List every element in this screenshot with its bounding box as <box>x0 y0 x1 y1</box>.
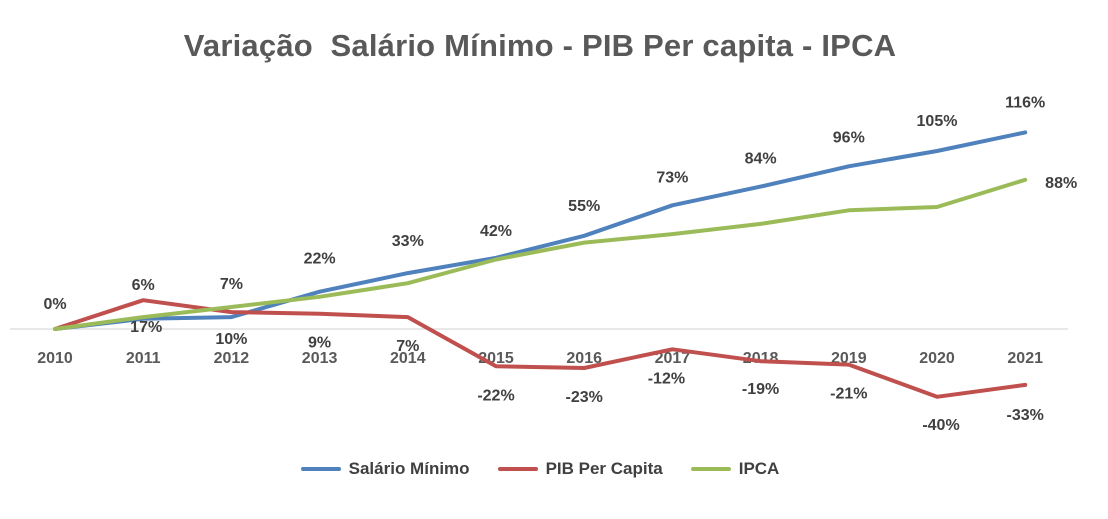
x-tick-label: 2017 <box>655 350 691 367</box>
data-label: 7% <box>396 338 419 355</box>
x-tick-label: 2016 <box>566 350 602 367</box>
data-label: 116% <box>1005 94 1045 111</box>
data-label: 10% <box>215 331 247 348</box>
x-tick-label: 2021 <box>1007 350 1043 367</box>
data-label: 17% <box>130 319 162 336</box>
chart-title: Variação Salário Mínimo - PIB Per capita… <box>183 28 897 63</box>
data-label: 96% <box>833 129 865 146</box>
legend-label: PIB Per Capita <box>545 459 663 478</box>
legend-item: Salário Mínimo <box>300 459 470 479</box>
legend-swatch <box>690 467 731 471</box>
legend-swatch <box>497 467 538 471</box>
data-label: 88% <box>1045 175 1077 192</box>
data-label: 7% <box>220 276 243 293</box>
data-label: 0% <box>43 296 66 313</box>
data-label: 42% <box>480 223 512 240</box>
data-label: 55% <box>568 198 600 215</box>
data-label: -12% <box>648 370 685 387</box>
legend-item: PIB Per Capita <box>497 459 663 479</box>
legend-item: IPCA <box>690 459 780 479</box>
legend: Salário Mínimo PIB Per Capita IPCA <box>0 459 1080 479</box>
x-tick-label: 2013 <box>302 350 338 367</box>
x-tick-label: 2020 <box>919 350 955 367</box>
data-label: 9% <box>308 335 331 352</box>
x-tick-label: 2012 <box>214 350 250 367</box>
series-line-2 <box>53 177 1028 331</box>
data-label: -22% <box>477 387 514 404</box>
data-label: 73% <box>656 169 688 186</box>
legend-label: IPCA <box>738 459 780 478</box>
data-label: 84% <box>745 151 777 168</box>
data-label: 22% <box>304 251 336 268</box>
series-line-0 <box>53 130 1028 331</box>
data-label: -33% <box>1007 407 1044 424</box>
x-tick-label: 2014 <box>390 350 426 367</box>
data-label: -23% <box>566 389 603 406</box>
data-label: 33% <box>392 233 424 250</box>
series-line-1 <box>53 298 1028 399</box>
legend-label: Salário Mínimo <box>348 459 470 478</box>
x-tick-label: 2010 <box>37 350 73 367</box>
data-label: 105% <box>917 113 958 130</box>
data-label: -40% <box>922 417 959 434</box>
data-label: 6% <box>132 277 155 294</box>
data-label: -19% <box>742 381 779 398</box>
x-tick-label: 2011 <box>126 350 161 367</box>
legend-swatch <box>300 467 341 471</box>
data-label: -21% <box>830 386 867 403</box>
